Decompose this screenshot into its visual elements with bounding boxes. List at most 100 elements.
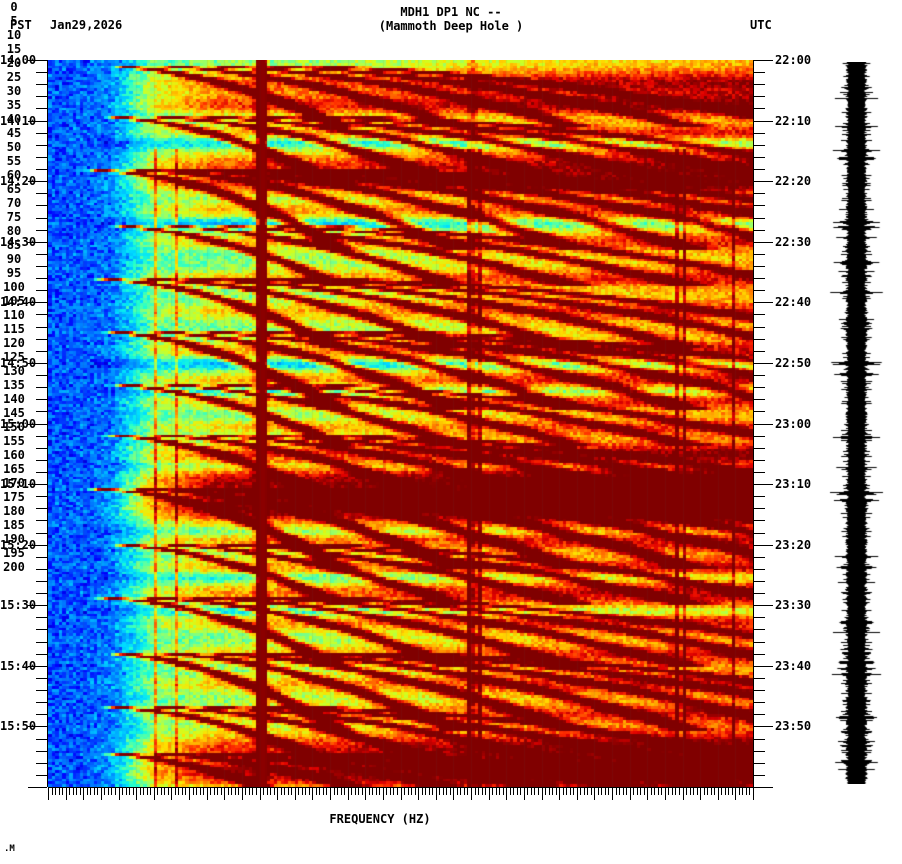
x-tick [499, 788, 500, 795]
x-tick [193, 788, 194, 795]
y-tick-right [754, 157, 765, 158]
x-tick [291, 788, 292, 795]
y-tick-right [754, 411, 765, 412]
y-tick-right [754, 690, 765, 691]
y-tick-label-right: 22:10 [775, 114, 812, 128]
x-tick [605, 788, 606, 795]
x-tick [429, 788, 430, 795]
y-tick-right [754, 121, 773, 122]
x-tick [147, 788, 148, 795]
x-tick [651, 788, 652, 795]
x-tick [679, 788, 680, 795]
x-tick [425, 788, 426, 795]
x-tick-label: 0 [10, 0, 18, 14]
y-tick-right [754, 472, 765, 473]
x-tick [231, 788, 232, 795]
x-tick [640, 788, 641, 795]
y-tick-label-left: 15:30 [0, 598, 37, 612]
x-tick [697, 788, 698, 795]
x-tick [584, 788, 585, 795]
y-tick-right [754, 84, 765, 85]
y-tick-label-right: 23:50 [775, 719, 812, 733]
y-tick-left [36, 436, 47, 437]
x-tick [591, 788, 592, 795]
x-tick [207, 788, 208, 800]
x-tick [337, 788, 338, 795]
x-tick [404, 788, 405, 795]
station-title: MDH1 DP1 NC -- [400, 5, 502, 19]
x-tick [647, 788, 648, 800]
y-tick-right [754, 314, 765, 315]
y-tick-label-right: 22:30 [775, 235, 812, 249]
x-tick [154, 788, 155, 800]
y-tick-left [36, 557, 47, 558]
x-tick [577, 788, 578, 800]
x-tick [478, 788, 479, 795]
y-tick-left [36, 254, 47, 255]
x-tick [323, 788, 324, 795]
x-tick [355, 788, 356, 795]
y-tick-left [36, 72, 47, 73]
x-tick [224, 788, 225, 800]
y-tick-left [36, 763, 47, 764]
x-tick [274, 788, 275, 795]
x-tick [386, 788, 387, 795]
x-tick-label: 85 [6, 238, 22, 252]
x-tick-label: 15 [6, 42, 22, 56]
x-tick [485, 788, 486, 795]
y-tick-label-left: 15:00 [0, 417, 37, 431]
x-tick [443, 788, 444, 795]
x-tick [104, 788, 105, 795]
x-tick [573, 788, 574, 795]
x-tick [503, 788, 504, 795]
y-tick-right [754, 133, 765, 134]
x-tick [200, 788, 201, 795]
x-tick [101, 788, 102, 800]
x-tick [735, 788, 736, 800]
x-tick-label: 75 [6, 210, 22, 224]
x-tick [245, 788, 246, 795]
x-tick [746, 788, 747, 795]
y-tick-left [36, 157, 47, 158]
y-tick-right [754, 387, 765, 388]
y-tick-label-left: 14:20 [0, 174, 37, 188]
x-tick [612, 788, 613, 800]
x-tick [489, 788, 490, 800]
y-tick-label-right: 22:20 [775, 174, 812, 188]
y-tick-left [36, 351, 47, 352]
x-tick-label: 55 [6, 154, 22, 168]
x-tick-label: 40 [6, 112, 22, 126]
x-tick [513, 788, 514, 795]
x-tick [725, 788, 726, 795]
x-tick [623, 788, 624, 795]
spectrogram-canvas [48, 60, 753, 787]
x-tick-label: 195 [3, 546, 25, 560]
spectrogram-plot[interactable] [48, 60, 753, 787]
y-tick-right [754, 605, 773, 606]
y-tick-right [754, 424, 773, 425]
x-tick [542, 788, 543, 800]
x-tick-label: 140 [3, 392, 25, 406]
y-tick-right [754, 193, 765, 194]
x-tick [277, 788, 278, 800]
x-tick [210, 788, 211, 795]
x-tick [411, 788, 412, 795]
x-tick [531, 788, 532, 795]
x-tick [517, 788, 518, 795]
y-tick-left [36, 533, 47, 534]
y-tick-right [754, 739, 765, 740]
x-tick [267, 788, 268, 795]
y-tick-left [36, 266, 47, 267]
x-tick [524, 788, 525, 800]
x-tick [408, 788, 409, 795]
x-tick [379, 788, 380, 795]
seismic-trace-canvas [828, 62, 885, 784]
y-tick-right [754, 181, 773, 182]
y-tick-right [754, 145, 765, 146]
x-tick [630, 788, 631, 800]
x-tick [217, 788, 218, 795]
x-tick [721, 788, 722, 795]
x-tick [73, 788, 74, 795]
x-tick [397, 788, 398, 795]
y-tick-left [36, 569, 47, 570]
